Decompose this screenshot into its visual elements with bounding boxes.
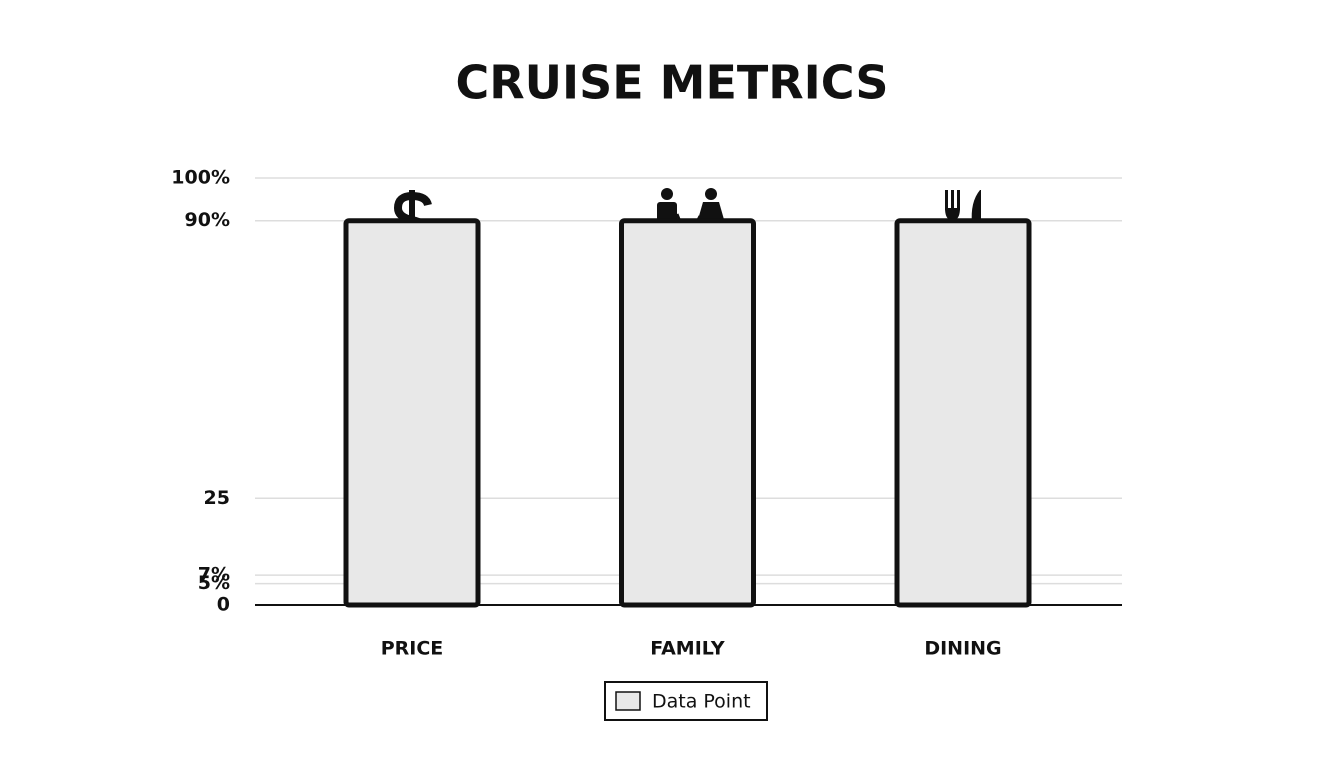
bar <box>343 218 481 608</box>
chart-title: CRUISE METRICS <box>455 56 888 110</box>
y-tick-label: 90% <box>185 209 230 231</box>
y-tick-label: 25 <box>204 487 230 509</box>
legend: Data Point <box>604 681 768 721</box>
y-tick-label: 0 <box>217 594 230 616</box>
y-tick-label: 100% <box>171 167 230 189</box>
legend-swatch <box>615 691 641 711</box>
x-tick-label: DINING <box>924 638 1001 660</box>
y-tick-label: 7% <box>198 564 230 586</box>
y-tick-label: 5% <box>198 572 230 594</box>
bar <box>619 218 756 608</box>
x-tick-label: PRICE <box>381 638 444 660</box>
bar <box>894 218 1032 608</box>
x-tick-label: FAMILY <box>650 638 725 660</box>
legend-label: Data Point <box>652 691 751 713</box>
